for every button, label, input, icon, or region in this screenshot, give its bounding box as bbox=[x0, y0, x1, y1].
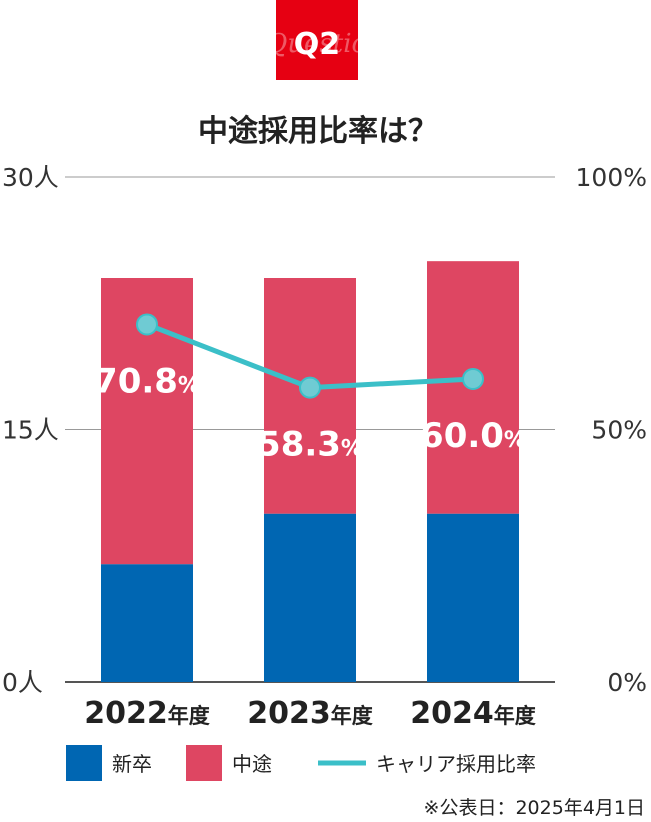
y-left-tick-label: 15人 bbox=[2, 416, 59, 445]
data-labels: 70.8% 58.3% 60.0% bbox=[94, 361, 526, 464]
y-left-tick-label: 30人 bbox=[2, 163, 59, 192]
badge-watermark: Question bbox=[266, 29, 384, 59]
axis-ticks: 0人 15人 30人 0% 50% 100% bbox=[2, 163, 647, 697]
category-label: 2023年度 bbox=[247, 696, 373, 731]
legend-swatch-shinsotsu bbox=[66, 745, 102, 781]
ratio-point bbox=[136, 313, 158, 336]
y-right-tick-label: 100% bbox=[576, 163, 647, 192]
legend-label-ratio: キャリア採用比率 bbox=[376, 752, 536, 776]
question-badge: Question Q2 bbox=[266, 0, 384, 80]
legend-label-shinsotsu: 新卒 bbox=[112, 752, 152, 776]
chart-title: 中途採用比率は？ bbox=[198, 114, 438, 149]
badge-label: Q2 bbox=[294, 27, 340, 62]
ratio-value-label: 70.8% bbox=[94, 361, 200, 401]
category-label: 2022年度 bbox=[84, 696, 210, 731]
publish-date-note: ※公表日：2025年4月1日 bbox=[424, 797, 645, 819]
category-labels: 2022年度 2023年度 2024年度 bbox=[84, 696, 536, 731]
ratio-value-label: 58.3% bbox=[257, 425, 363, 465]
category-label: 2024年度 bbox=[410, 696, 536, 731]
legend: 新卒 中途 キャリア採用比率 bbox=[66, 745, 536, 781]
y-right-tick-label: 50% bbox=[591, 416, 647, 445]
legend-swatch-chuto bbox=[186, 745, 222, 781]
ratio-line bbox=[136, 313, 484, 399]
badge-background bbox=[276, 0, 358, 80]
y-left-tick-label: 0人 bbox=[2, 668, 43, 697]
ratio-point bbox=[462, 368, 484, 390]
bar-segment bbox=[264, 513, 356, 682]
bar-segment bbox=[427, 513, 519, 682]
bars bbox=[101, 261, 519, 682]
ratio-value-label: 60.0% bbox=[420, 416, 526, 456]
legend-label-chuto: 中途 bbox=[232, 752, 272, 776]
y-right-tick-label: 0% bbox=[607, 668, 647, 697]
ratio-point bbox=[299, 376, 321, 399]
bar-segment bbox=[101, 564, 193, 682]
